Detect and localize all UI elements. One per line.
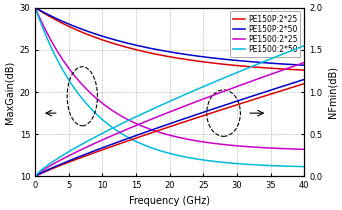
PE150P:2*25 bbox=[179, 57, 183, 60]
PE150P:2*50 bbox=[162, 50, 167, 52]
Line: PE150P:2*50: PE150P:2*50 bbox=[35, 8, 304, 65]
X-axis label: Frequency (GHz): Frequency (GHz) bbox=[129, 196, 210, 206]
PE1500:2*50 bbox=[302, 165, 306, 168]
PE150P:2*50 bbox=[33, 7, 37, 9]
PE1500:2*50 bbox=[179, 155, 183, 157]
PE1500:2*50 bbox=[161, 150, 165, 153]
Line: PE1500:2*25: PE1500:2*25 bbox=[35, 8, 304, 149]
PE1500:2*50 bbox=[162, 151, 167, 153]
PE1500:2*25 bbox=[193, 139, 197, 142]
PE150P:2*50 bbox=[296, 64, 300, 66]
PE1500:2*50 bbox=[254, 164, 258, 166]
Line: PE150P:2*25: PE150P:2*25 bbox=[35, 8, 304, 70]
PE1500:2*50 bbox=[33, 7, 37, 9]
PE150P:2*25 bbox=[254, 66, 258, 68]
PE1500:2*25 bbox=[161, 132, 165, 135]
PE150P:2*50 bbox=[193, 55, 197, 57]
Y-axis label: MaxGain(dB): MaxGain(dB) bbox=[4, 60, 14, 124]
PE150P:2*50 bbox=[161, 49, 165, 52]
Y-axis label: NFmin(dB): NFmin(dB) bbox=[328, 66, 338, 118]
PE1500:2*50 bbox=[193, 158, 197, 160]
PE1500:2*25 bbox=[296, 148, 300, 150]
PE150P:2*25 bbox=[161, 54, 165, 57]
PE1500:2*50 bbox=[296, 165, 300, 168]
PE1500:2*25 bbox=[162, 133, 167, 135]
PE150P:2*50 bbox=[179, 52, 183, 55]
PE150P:2*50 bbox=[254, 61, 258, 63]
PE150P:2*25 bbox=[302, 69, 306, 71]
Legend: PE150P:2*25, PE150P:2*50, PE1500:2*25, PE1500:2*50: PE150P:2*25, PE150P:2*50, PE1500:2*25, P… bbox=[230, 12, 301, 57]
PE1500:2*25 bbox=[254, 146, 258, 148]
PE150P:2*25 bbox=[33, 7, 37, 9]
PE150P:2*25 bbox=[193, 60, 197, 62]
PE1500:2*25 bbox=[302, 148, 306, 151]
Line: PE1500:2*50: PE1500:2*50 bbox=[35, 8, 304, 167]
PE150P:2*25 bbox=[162, 55, 167, 57]
PE150P:2*25 bbox=[296, 69, 300, 71]
PE150P:2*50 bbox=[302, 64, 306, 67]
PE1500:2*25 bbox=[33, 7, 37, 9]
PE1500:2*25 bbox=[179, 136, 183, 139]
